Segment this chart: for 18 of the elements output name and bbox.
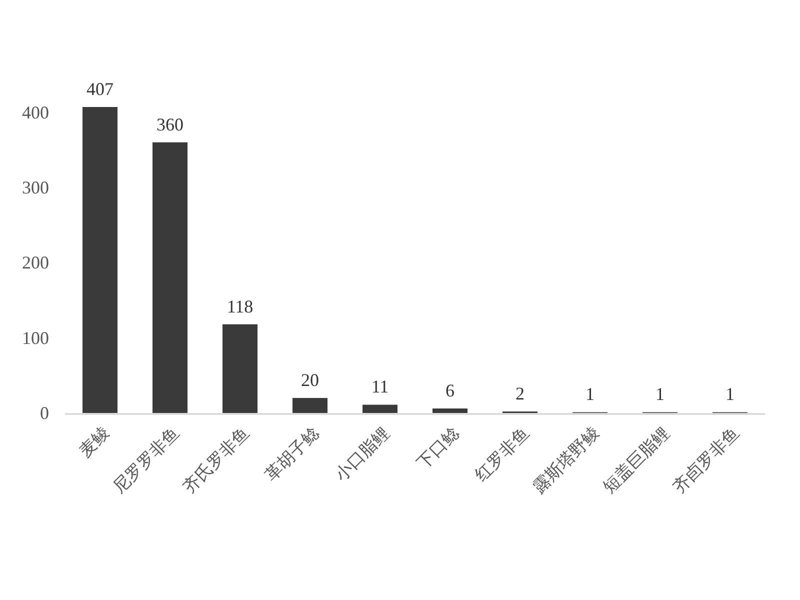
- data-label: 20: [301, 370, 319, 390]
- data-label: 360: [156, 114, 184, 134]
- data-label: 1: [656, 384, 664, 404]
- x-tick-label: 下口鲶: [413, 423, 463, 473]
- data-label: 11: [371, 376, 389, 397]
- y-tick-label: 400: [22, 102, 49, 122]
- y-tick-label: 300: [22, 177, 49, 198]
- x-tick-label: 小口脂鲤: [331, 423, 393, 485]
- data-label: 407: [86, 79, 114, 99]
- data-label: 118: [226, 296, 254, 316]
- y-tick-label: 200: [22, 252, 49, 273]
- data-label: 1: [586, 384, 594, 404]
- data-label: 6: [446, 380, 454, 400]
- y-tick-label: 100: [22, 328, 49, 348]
- data-label: 2: [516, 383, 524, 404]
- data-label: 1: [726, 384, 734, 404]
- x-tick-label: 革胡子鲶: [261, 423, 323, 485]
- y-tick-label: 0: [40, 403, 49, 423]
